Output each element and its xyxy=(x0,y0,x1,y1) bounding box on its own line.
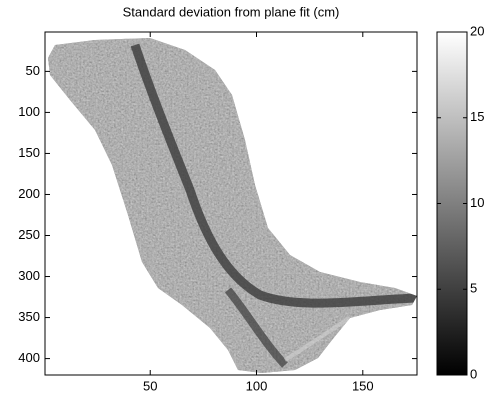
y-tick-label: 200 xyxy=(18,186,40,201)
chart-title: Standard deviation from plane fit (cm) xyxy=(123,4,340,19)
axes: 50 100 150 50 100 150 200 250 300 350 400 0 5 10 15 20 xyxy=(18,23,484,393)
y-tick-label: 150 xyxy=(18,145,40,160)
y-tick-label: 250 xyxy=(18,227,40,242)
dark-stripe xyxy=(130,43,417,308)
colorbar-tick-label: 5 xyxy=(470,281,477,296)
x-tick-label: 100 xyxy=(246,378,268,393)
y-tick-label: 400 xyxy=(18,350,40,365)
x-tick-label: 50 xyxy=(143,378,157,393)
y-tick-label: 350 xyxy=(18,309,40,324)
colorbar xyxy=(436,31,468,376)
colorbar-tick-label: 10 xyxy=(470,195,484,210)
x-tick-label: 150 xyxy=(352,378,374,393)
y-tick-label: 50 xyxy=(26,63,40,78)
dark-stripe xyxy=(224,287,288,368)
y-tick-label: 300 xyxy=(18,268,40,283)
colorbar-tick-label: 15 xyxy=(470,109,484,124)
colorbar-tick-label: 20 xyxy=(470,23,484,38)
light-stripe xyxy=(283,316,352,362)
y-tick-label: 100 xyxy=(18,104,40,119)
plot-frame xyxy=(44,31,418,376)
colorbar-tick-label: 0 xyxy=(470,366,477,381)
